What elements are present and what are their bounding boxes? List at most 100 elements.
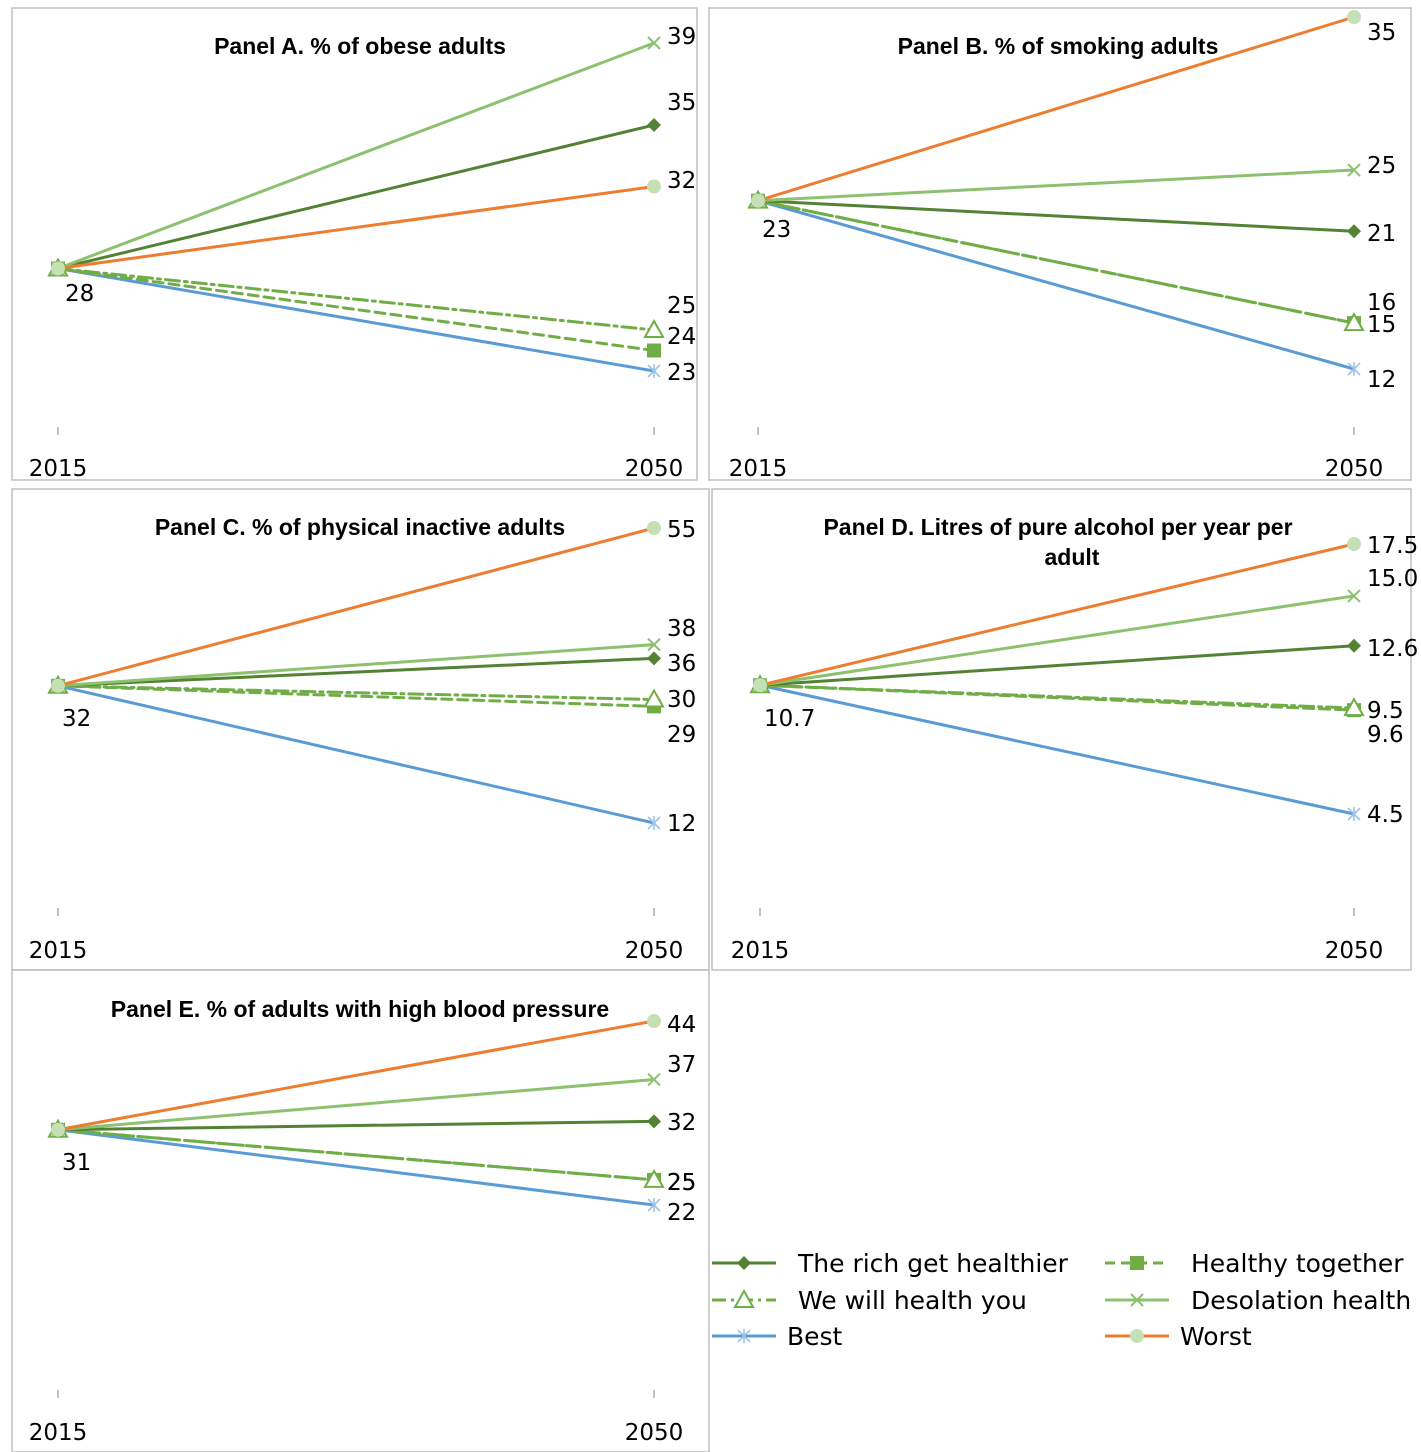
marker-best-2050 xyxy=(647,1198,661,1212)
series-line-best xyxy=(758,683,1356,816)
legend-swatch-marker xyxy=(733,1288,755,1308)
end-value-label-best: 12 xyxy=(1367,367,1396,393)
marker-worst-2050 xyxy=(647,1014,661,1028)
end-value-label-together: 25 xyxy=(667,1170,696,1196)
end-value-label-willhealth: 9.6 xyxy=(1367,722,1404,748)
end-value-label-rich: 21 xyxy=(1367,221,1396,247)
end-value-label-best: 22 xyxy=(667,1200,696,1226)
end-value-label-best: 12 xyxy=(667,811,696,837)
marker-worst-2050 xyxy=(1347,537,1361,551)
legend: The rich get healthier Healthy together We… xyxy=(712,1249,1411,1351)
panel-title: adult xyxy=(1045,544,1100,570)
x-tick-label: 2050 xyxy=(625,1420,684,1446)
series-line-desolation xyxy=(56,643,656,688)
series-line-best xyxy=(56,684,656,825)
series-line-desolation xyxy=(758,594,1356,687)
end-value-label-willhealth: 25 xyxy=(667,293,696,319)
series-line-together xyxy=(56,267,656,352)
panel-b: Panel B. % of smoking adults 2015 2050 23 21… xyxy=(708,7,1412,482)
x-tick-label: 2015 xyxy=(29,456,88,482)
series-line-worst xyxy=(56,1019,656,1132)
panel-frame xyxy=(11,488,710,971)
x-tick-label: 2015 xyxy=(29,938,88,964)
marker-worst-2050 xyxy=(1347,10,1361,24)
x-tick-label: 2015 xyxy=(731,938,790,964)
legend-label: Best xyxy=(787,1322,843,1351)
legend-swatch-marker xyxy=(1130,1329,1144,1343)
legend-swatch-marker xyxy=(737,1256,751,1270)
panel-d: Panel D. Litres of pure alcohol per year… xyxy=(711,488,1418,971)
marker-worst-2015 xyxy=(753,678,767,693)
marker-willhealth-2050 xyxy=(643,1168,665,1188)
legend-swatch-marker xyxy=(737,1329,751,1343)
x-tick-label: 2050 xyxy=(625,938,684,964)
legend-item-rich: The rich get healthier xyxy=(712,1249,1069,1278)
marker-desolation-2050 xyxy=(1347,589,1361,603)
end-value-label-worst: 32 xyxy=(667,168,696,194)
legend-label: We will health you xyxy=(798,1286,1027,1315)
series-line-desolation xyxy=(756,168,1356,203)
series-line-best xyxy=(756,199,1356,371)
panel-frame xyxy=(708,7,1412,481)
start-value-label: 28 xyxy=(65,281,94,307)
legend-item-willhealth: We will health you xyxy=(712,1286,1027,1315)
panel-frame xyxy=(11,969,710,1452)
x-tick-label: 2015 xyxy=(729,456,788,482)
legend-label: Worst xyxy=(1180,1322,1252,1351)
x-tick-label: 2050 xyxy=(1325,456,1384,482)
x-tick-label: 2050 xyxy=(1325,938,1384,964)
panel-a: Panel A. % of obese adults 2015 2050 28 35 24… xyxy=(11,7,698,482)
marker-worst-2050 xyxy=(647,179,661,194)
series-line-desolation xyxy=(56,1078,656,1132)
panel-frame xyxy=(711,488,1412,971)
series-line-best xyxy=(56,267,656,373)
panel-e: Panel E. % of adults with high blood pre… xyxy=(11,969,710,1452)
legend-label: The rich get healthier xyxy=(797,1249,1069,1278)
x-tick-label: 2050 xyxy=(625,456,684,482)
end-value-label-best: 23 xyxy=(667,360,696,386)
marker-rich-2050 xyxy=(1347,638,1361,653)
marker-together-2050 xyxy=(647,343,661,358)
series-line-willhealth xyxy=(56,267,656,332)
end-value-label-rich: 12.6 xyxy=(1367,636,1418,662)
panel-c: Panel C. % of physical inactive adults 20… xyxy=(11,488,710,971)
start-value-label: 10.7 xyxy=(764,706,815,732)
series-line-worst xyxy=(56,185,656,270)
marker-worst-2015 xyxy=(51,1122,65,1137)
marker-worst-2015 xyxy=(51,261,65,276)
end-value-label-rich: 32 xyxy=(667,1110,696,1136)
end-value-label-desolation: 39 xyxy=(667,24,696,50)
legend-item-desolation: Desolation health xyxy=(1105,1286,1411,1315)
start-value-label: 23 xyxy=(762,217,791,243)
x-tick-label: 2015 xyxy=(29,1420,88,1446)
end-value-label-willhealth: 25 xyxy=(667,1170,696,1196)
marker-worst-2015 xyxy=(51,678,65,693)
end-value-label-together: 29 xyxy=(667,722,696,748)
marker-willhealth-2050 xyxy=(1343,697,1365,717)
series-line-rich xyxy=(758,644,1356,687)
end-value-label-worst: 44 xyxy=(667,1012,696,1038)
panel-title: Panel C. % of physical inactive adults xyxy=(155,514,565,540)
series-line-worst xyxy=(756,15,1356,203)
panel-title: Panel D. Litres of pure alcohol per year… xyxy=(823,514,1292,540)
end-value-label-rich: 36 xyxy=(667,651,696,677)
series-line-willhealth xyxy=(56,1128,656,1182)
start-value-label: 32 xyxy=(62,706,91,732)
end-value-label-willhealth: 30 xyxy=(667,687,696,713)
panel-title: Panel E. % of adults with high blood pre… xyxy=(111,996,609,1022)
marker-worst-2015 xyxy=(751,193,765,208)
series-line-willhealth xyxy=(56,684,656,702)
marker-desolation-2050 xyxy=(647,1072,661,1087)
end-value-label-desolation: 38 xyxy=(667,616,696,642)
end-value-label-together: 15 xyxy=(1367,312,1396,338)
marker-best-2050 xyxy=(1347,807,1361,821)
end-value-label-worst: 17.5 xyxy=(1367,533,1418,559)
marker-willhealth-2050 xyxy=(1343,312,1365,332)
marker-rich-2050 xyxy=(647,1114,661,1129)
series-line-best xyxy=(56,1128,656,1207)
marker-best-2050 xyxy=(647,816,661,830)
end-value-label-willhealth: 16 xyxy=(1367,290,1396,316)
series-line-rich xyxy=(756,199,1356,233)
marker-rich-2050 xyxy=(1347,224,1361,239)
